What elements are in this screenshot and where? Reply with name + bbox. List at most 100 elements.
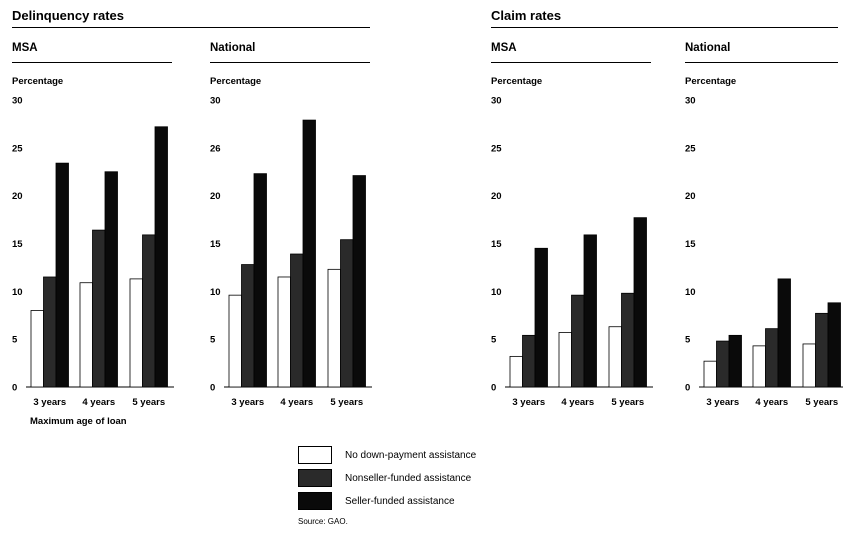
panel-divider bbox=[210, 62, 370, 63]
bar-nonseller-funded-assistance-4-years bbox=[571, 294, 585, 388]
bar-no-down-payment-assistance-4-years bbox=[277, 276, 291, 388]
y-tick-label: 0 bbox=[491, 383, 496, 394]
bar-no-down-payment-assistance-4-years bbox=[752, 345, 766, 388]
bar-no-down-payment-assistance-5-years bbox=[608, 326, 622, 388]
y-axis-label: Percentage bbox=[12, 76, 64, 87]
bar-no-down-payment-assistance-3-years bbox=[703, 360, 717, 388]
bar-nonseller-funded-assistance-3-years bbox=[43, 276, 57, 388]
y-tick-label: 5 bbox=[491, 335, 497, 346]
bar-seller-funded-assistance-4-years bbox=[583, 234, 597, 388]
y-tick-label: 30 bbox=[12, 96, 23, 107]
bar-chart-svg: 0 5 10 15 20 25 30 3 years 4 years 5 years bbox=[491, 96, 653, 408]
section-rule-delinquency bbox=[12, 27, 370, 28]
bar-no-down-payment-assistance-5-years bbox=[129, 278, 143, 388]
bar-seller-funded-assistance-3-years bbox=[728, 334, 742, 388]
y-tick-label: 5 bbox=[685, 335, 691, 346]
x-tick-label: 5 years bbox=[805, 397, 838, 408]
y-axis-label: Percentage bbox=[491, 76, 543, 87]
y-axis-label: Percentage bbox=[210, 76, 262, 87]
x-tick-label: 5 years bbox=[330, 397, 363, 408]
bar-chart-svg: 0 5 10 15 20 26 30 3 years 4 years 5 years bbox=[210, 96, 372, 408]
section-title-delinquency: Delinquency rates bbox=[12, 8, 124, 23]
panel-title: MSA bbox=[12, 42, 38, 54]
bar-no-down-payment-assistance-4-years bbox=[79, 282, 93, 388]
y-tick-label: 20 bbox=[685, 191, 696, 202]
bar-nonseller-funded-assistance-3-years bbox=[522, 334, 536, 388]
bar-seller-funded-assistance-3-years bbox=[55, 162, 69, 388]
x-tick-label: 5 years bbox=[132, 397, 165, 408]
bar-nonseller-funded-assistance-5-years bbox=[340, 239, 354, 388]
y-tick-label: 20 bbox=[12, 191, 23, 202]
legend-swatch bbox=[298, 469, 332, 487]
y-axis-label: Percentage bbox=[685, 76, 737, 87]
x-tick-label: 4 years bbox=[82, 397, 115, 408]
legend-label: Nonseller-funded assistance bbox=[345, 473, 472, 484]
bar-nonseller-funded-assistance-5-years bbox=[142, 234, 156, 388]
x-tick-label: 5 years bbox=[611, 397, 644, 408]
y-tick-label: 5 bbox=[12, 335, 18, 346]
y-tick-label: 10 bbox=[12, 287, 23, 298]
panel-divider bbox=[491, 62, 651, 63]
y-tick-label: 20 bbox=[210, 191, 221, 202]
bar-seller-funded-assistance-5-years bbox=[352, 175, 366, 388]
y-tick-label: 25 bbox=[685, 143, 696, 154]
y-tick-label: 10 bbox=[210, 287, 221, 298]
bar-seller-funded-assistance-4-years bbox=[777, 278, 791, 388]
x-tick-label: 3 years bbox=[706, 397, 739, 408]
panel-title: MSA bbox=[491, 42, 517, 54]
y-tick-label: 0 bbox=[12, 383, 17, 394]
y-tick-label: 10 bbox=[491, 287, 502, 298]
bar-seller-funded-assistance-5-years bbox=[633, 217, 647, 388]
legend-label: No down-payment assistance bbox=[345, 450, 477, 461]
bar-no-down-payment-assistance-4-years bbox=[558, 332, 572, 388]
y-tick-label: 25 bbox=[12, 143, 23, 154]
y-tick-label: 15 bbox=[491, 239, 502, 250]
bar-nonseller-funded-assistance-4-years bbox=[765, 328, 779, 388]
y-tick-label: 26 bbox=[210, 143, 221, 154]
legend-label: Seller-funded assistance bbox=[345, 496, 455, 507]
source-note: Source: GAO. bbox=[298, 517, 348, 526]
bar-nonseller-funded-assistance-4-years bbox=[92, 229, 106, 388]
bar-nonseller-funded-assistance-3-years bbox=[716, 340, 730, 388]
bar-seller-funded-assistance-5-years bbox=[154, 126, 168, 388]
y-tick-label: 30 bbox=[491, 96, 502, 107]
x-tick-label: 4 years bbox=[280, 397, 313, 408]
y-tick-label: 15 bbox=[12, 239, 23, 250]
bar-nonseller-funded-assistance-3-years bbox=[241, 264, 255, 388]
bar-no-down-payment-assistance-3-years bbox=[509, 355, 523, 388]
bar-no-down-payment-assistance-3-years bbox=[228, 294, 242, 388]
y-tick-label: 25 bbox=[491, 143, 502, 154]
x-tick-label: 3 years bbox=[231, 397, 264, 408]
y-tick-label: 0 bbox=[685, 383, 690, 394]
chart-panel-claim-national: National Percentage 0 5 10 15 20 25 30 3 years 4… bbox=[685, 42, 843, 422]
bar-no-down-payment-assistance-3-years bbox=[30, 310, 44, 388]
y-tick-label: 20 bbox=[491, 191, 502, 202]
legend-swatch bbox=[298, 492, 332, 510]
bar-chart-svg: 0 5 10 15 20 25 30 3 years 4 years 5 years bbox=[685, 96, 843, 408]
x-tick-label: 3 years bbox=[512, 397, 545, 408]
x-axis-label: Maximum age of loan bbox=[30, 416, 127, 427]
y-tick-label: 15 bbox=[210, 239, 221, 250]
chart-panel-delinquency-msa: MSA Percentage 0 5 10 15 20 25 30 3 years 4 year… bbox=[12, 42, 192, 427]
panel-divider bbox=[685, 62, 838, 63]
y-tick-label: 5 bbox=[210, 335, 216, 346]
bar-chart-svg: 0 5 10 15 20 25 30 3 years 4 years 5 years bbox=[12, 96, 174, 408]
bar-seller-funded-assistance-4-years bbox=[104, 171, 118, 388]
bar-no-down-payment-assistance-5-years bbox=[802, 343, 816, 388]
y-tick-label: 10 bbox=[685, 287, 696, 298]
section-title-claim: Claim rates bbox=[491, 8, 562, 23]
y-tick-label: 30 bbox=[210, 96, 221, 107]
x-tick-label: 3 years bbox=[33, 397, 66, 408]
y-tick-label: 30 bbox=[685, 96, 696, 107]
chart-panel-delinquency-national: National Percentage 0 5 10 15 20 26 30 3 years 4… bbox=[210, 42, 390, 422]
bar-nonseller-funded-assistance-5-years bbox=[621, 292, 635, 388]
panel-title: National bbox=[210, 42, 256, 54]
bar-nonseller-funded-assistance-5-years bbox=[815, 312, 829, 388]
bar-seller-funded-assistance-3-years bbox=[534, 247, 548, 388]
chart-panel-claim-msa: MSA Percentage 0 5 10 15 20 25 30 3 years 4 year… bbox=[491, 42, 671, 422]
x-tick-label: 4 years bbox=[755, 397, 788, 408]
section-rule-claim bbox=[491, 27, 838, 28]
panel-title: National bbox=[685, 42, 731, 54]
panel-divider bbox=[12, 62, 172, 63]
bar-seller-funded-assistance-5-years bbox=[827, 302, 841, 388]
